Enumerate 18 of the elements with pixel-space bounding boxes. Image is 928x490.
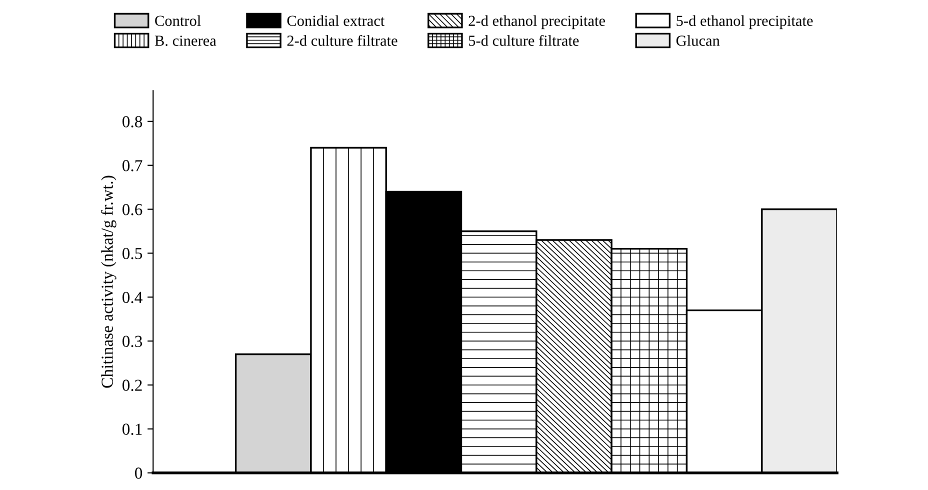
- y-tick-label: 0.2: [122, 380, 142, 392]
- y-axis-title: Chitinase activity (nkat/g fr.wt.): [100, 176, 116, 388]
- y-tick-label: 0.3: [122, 336, 142, 348]
- y-tick-label: 0.1: [122, 424, 142, 435]
- legend-label: Control: [155, 15, 201, 26]
- y-tick-label: 0.8: [122, 116, 142, 128]
- y-tick-label: 0: [135, 468, 142, 479]
- legend-label: 5-d ethanol precipitate: [676, 15, 813, 30]
- legend-label: B. cinerea: [154, 36, 216, 46]
- legend-label: 2-d ethanol precipitate: [468, 15, 605, 30]
- legend-label: Glucan: [676, 35, 720, 46]
- legend-label: Conidial extract: [287, 15, 385, 26]
- legend-label: 5-d culture filtrate: [468, 34, 579, 46]
- legend-label: 2-d culture filtrate: [287, 34, 398, 46]
- y-tick-label: 0.7: [122, 160, 142, 172]
- y-tick-label: 0.6: [122, 204, 142, 216]
- y-tick-label: 0.4: [122, 292, 142, 304]
- y-tick-label: 0.5: [122, 248, 142, 260]
